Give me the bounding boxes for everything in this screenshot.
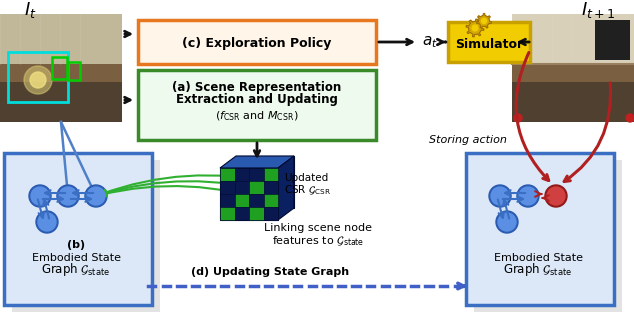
Circle shape [496, 211, 518, 233]
Bar [249, 207, 264, 220]
Text: Linking scene node: Linking scene node [264, 223, 372, 233]
Polygon shape [220, 168, 278, 220]
Bar [68, 62, 80, 80]
Bar [470, 157, 610, 301]
Text: Graph $\mathcal{G}_\mathrm{state}$: Graph $\mathcal{G}_\mathrm{state}$ [41, 261, 110, 279]
Bar [249, 194, 264, 207]
Bar [512, 14, 634, 64]
Bar [235, 207, 249, 220]
Text: features to $\mathcal{G}_\mathrm{state}$: features to $\mathcal{G}_\mathrm{state}$ [272, 234, 364, 248]
Bar [264, 194, 278, 207]
Bar [264, 181, 278, 194]
Text: (c) Exploration Policy: (c) Exploration Policy [183, 37, 332, 49]
Text: (b): (b) [67, 240, 85, 250]
Bar [264, 207, 278, 220]
Bar [220, 168, 235, 181]
Circle shape [517, 185, 539, 207]
Bar [0, 14, 122, 64]
Bar [595, 20, 630, 60]
Bar [466, 153, 614, 305]
Circle shape [545, 185, 567, 207]
Polygon shape [477, 13, 491, 28]
Text: Extraction and Updating: Extraction and Updating [176, 93, 338, 107]
Bar [0, 14, 122, 122]
Circle shape [626, 114, 634, 122]
Text: Simulator: Simulator [455, 39, 523, 51]
Bar [4, 153, 152, 305]
Bar [138, 70, 376, 140]
Text: Embodied State: Embodied State [32, 253, 120, 263]
Bar [512, 64, 634, 82]
Circle shape [498, 213, 516, 231]
Bar [235, 168, 249, 181]
Circle shape [482, 18, 486, 24]
Text: (a) Scene Representation: (a) Scene Representation [172, 81, 342, 93]
Bar [235, 194, 249, 207]
Circle shape [547, 187, 565, 205]
Circle shape [31, 187, 49, 205]
Bar [8, 52, 68, 102]
Circle shape [59, 187, 77, 205]
Bar [8, 157, 148, 301]
Circle shape [85, 185, 107, 207]
Circle shape [472, 25, 478, 31]
Circle shape [24, 66, 52, 94]
Circle shape [36, 211, 58, 233]
Bar [512, 82, 634, 122]
Circle shape [38, 213, 56, 231]
Circle shape [491, 187, 509, 205]
Bar [52, 57, 67, 79]
Bar [448, 22, 530, 62]
Bar [12, 160, 160, 312]
Bar [235, 181, 249, 194]
Text: $I_t$: $I_t$ [23, 0, 36, 20]
Bar [0, 64, 122, 82]
Circle shape [519, 187, 537, 205]
Text: $I_{t+1}$: $I_{t+1}$ [581, 0, 615, 20]
Text: (d) Updating State Graph: (d) Updating State Graph [191, 267, 349, 277]
Text: Graph $\mathcal{G}_\mathrm{state}$: Graph $\mathcal{G}_\mathrm{state}$ [503, 261, 573, 279]
Bar [474, 160, 622, 312]
Bar [249, 181, 264, 194]
Bar [220, 194, 235, 207]
Text: Updated: Updated [284, 173, 328, 183]
Circle shape [57, 185, 79, 207]
Circle shape [87, 187, 105, 205]
Circle shape [489, 185, 511, 207]
Text: ($f_\mathrm{CSR}$ and $M_\mathrm{CSR}$): ($f_\mathrm{CSR}$ and $M_\mathrm{CSR}$) [216, 109, 299, 123]
Polygon shape [466, 19, 484, 37]
Bar [0, 82, 122, 122]
Text: CSR $\mathcal{G}_\mathrm{CSR}$: CSR $\mathcal{G}_\mathrm{CSR}$ [284, 183, 331, 197]
Bar [220, 207, 235, 220]
Polygon shape [220, 156, 294, 168]
Circle shape [29, 185, 51, 207]
Text: Embodied State: Embodied State [493, 253, 583, 263]
Circle shape [514, 114, 522, 122]
Circle shape [30, 72, 46, 88]
Text: Storing action: Storing action [429, 135, 507, 145]
Bar [264, 168, 278, 181]
Polygon shape [236, 156, 294, 208]
Bar [220, 181, 235, 194]
Polygon shape [278, 156, 294, 220]
Text: $a_t$: $a_t$ [422, 34, 438, 50]
Bar [512, 14, 634, 122]
Bar [249, 168, 264, 181]
Bar [138, 20, 376, 64]
